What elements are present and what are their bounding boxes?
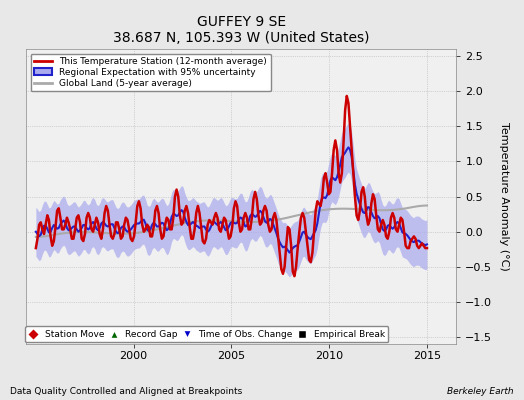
Text: Data Quality Controlled and Aligned at Breakpoints: Data Quality Controlled and Aligned at B…	[10, 387, 243, 396]
Y-axis label: Temperature Anomaly (°C): Temperature Anomaly (°C)	[499, 122, 509, 271]
Title: GUFFEY 9 SE
38.687 N, 105.393 W (United States): GUFFEY 9 SE 38.687 N, 105.393 W (United …	[113, 15, 369, 45]
Text: Berkeley Earth: Berkeley Earth	[447, 387, 514, 396]
Legend: Station Move, Record Gap, Time of Obs. Change, Empirical Break: Station Move, Record Gap, Time of Obs. C…	[25, 326, 388, 342]
